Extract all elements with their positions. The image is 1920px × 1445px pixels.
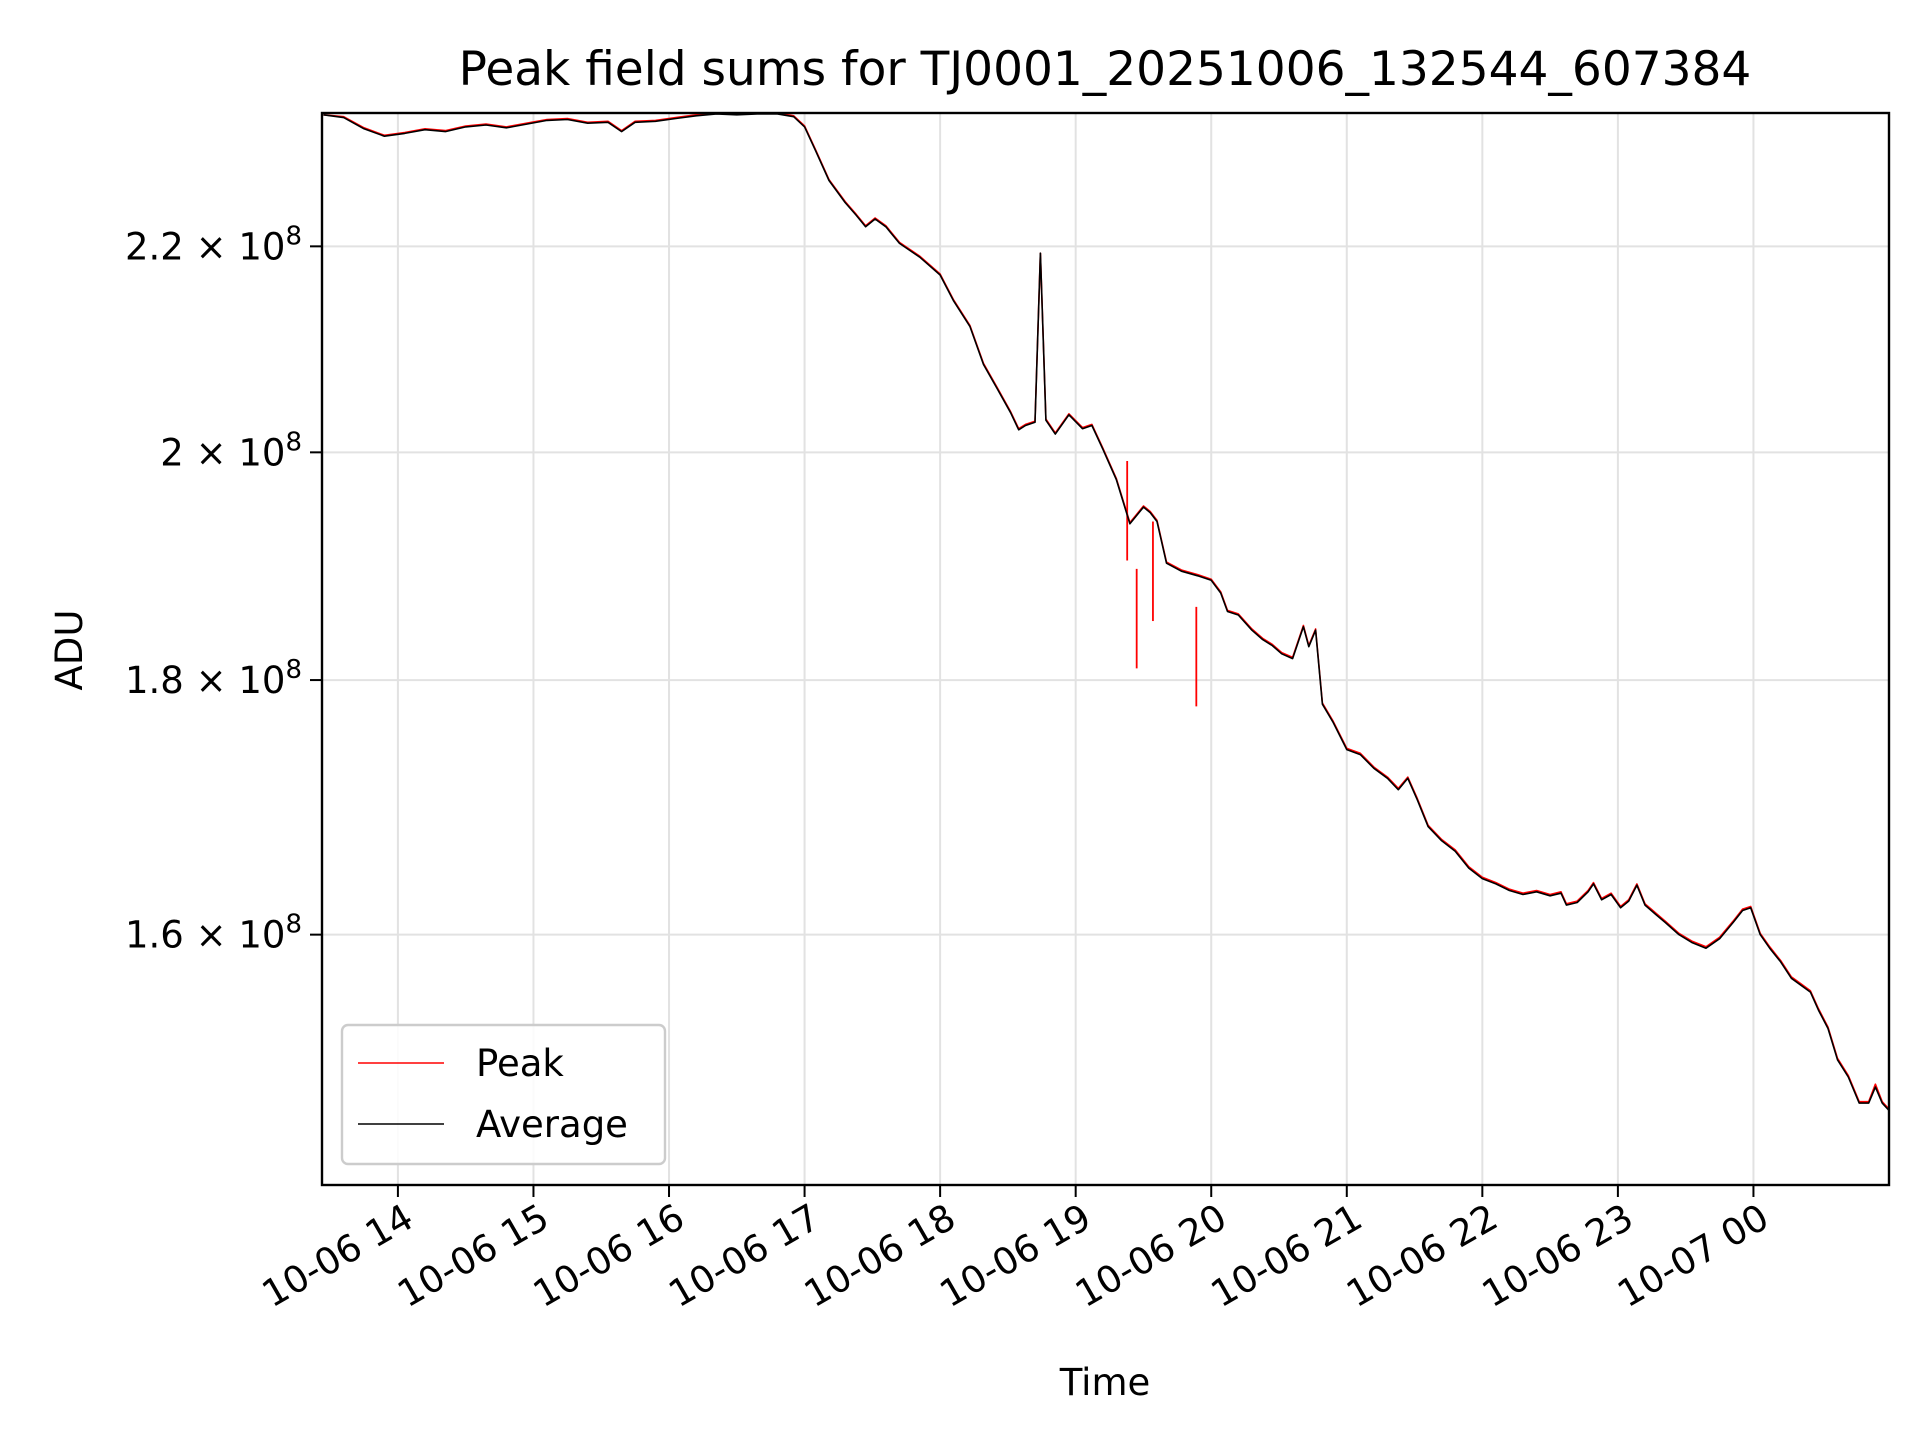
legend-label-average: Average xyxy=(476,1103,628,1146)
y-tick-label: 1.6 × 108 xyxy=(125,910,302,957)
legend-label-peak: Peak xyxy=(476,1042,564,1085)
legend: Peak Average xyxy=(340,1023,667,1166)
y-axis-ticks: 1.6 × 108 1.8 × 108 2 × 108 2.2 × 108 xyxy=(125,221,322,957)
series-line-average xyxy=(323,113,1889,1112)
y-axis-label: ADU xyxy=(48,610,91,691)
y-tick-label: 2.2 × 108 xyxy=(125,221,302,268)
legend-box xyxy=(340,1023,667,1166)
plot-frame xyxy=(320,111,1891,1187)
y-tick-label: 2 × 108 xyxy=(160,427,302,474)
y-tick-label: 1.8 × 108 xyxy=(125,655,302,702)
x-axis-label: Time xyxy=(1059,1361,1151,1404)
chart-title: Peak field sums for TJ0001_20251006_1325… xyxy=(459,42,1752,97)
